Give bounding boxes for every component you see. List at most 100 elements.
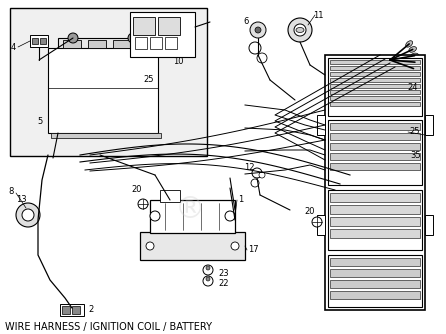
Bar [330, 205, 420, 214]
Text: 10: 10 [173, 57, 183, 66]
Bar [130, 12, 195, 57]
Circle shape [68, 33, 78, 43]
Bar [113, 40, 131, 48]
Bar [10, 8, 207, 156]
Circle shape [146, 242, 154, 250]
Bar [150, 37, 162, 49]
Bar [330, 269, 420, 277]
Circle shape [16, 203, 40, 227]
Bar [330, 193, 420, 202]
Bar [325, 55, 425, 310]
Bar [330, 78, 420, 82]
Bar [330, 84, 420, 88]
Circle shape [255, 27, 261, 33]
Bar [317, 215, 325, 235]
Bar [135, 37, 147, 49]
Circle shape [206, 266, 210, 270]
Text: 8: 8 [8, 187, 13, 196]
Bar [160, 190, 180, 202]
Bar [48, 48, 158, 133]
Bar [30, 35, 48, 47]
Text: 17: 17 [248, 245, 259, 255]
Bar [425, 115, 433, 135]
Bar [150, 200, 235, 233]
Bar [330, 96, 420, 100]
Text: 20: 20 [304, 207, 314, 216]
Text: 20: 20 [131, 185, 141, 194]
Circle shape [294, 24, 306, 36]
Circle shape [250, 22, 266, 38]
Bar [58, 38, 168, 50]
Circle shape [203, 276, 213, 286]
Circle shape [22, 209, 34, 221]
Circle shape [249, 42, 261, 54]
Circle shape [251, 179, 259, 187]
Text: 6: 6 [243, 17, 248, 26]
Bar [330, 217, 420, 226]
Bar [328, 255, 422, 307]
Text: 24: 24 [407, 84, 417, 93]
Bar [140, 232, 245, 260]
Bar [330, 72, 420, 76]
Bar [60, 304, 84, 316]
Bar [63, 40, 81, 48]
Bar [330, 258, 420, 266]
Bar [158, 17, 180, 35]
Text: WIRE HARNESS / IGNITION COIL / BATTERY: WIRE HARNESS / IGNITION COIL / BATTERY [5, 322, 212, 332]
Text: 11: 11 [313, 10, 323, 19]
Circle shape [252, 168, 262, 178]
Circle shape [225, 211, 235, 221]
Circle shape [203, 265, 213, 275]
Ellipse shape [409, 66, 417, 71]
Text: ®: ® [175, 195, 205, 224]
Text: 35: 35 [410, 151, 421, 160]
Circle shape [150, 211, 160, 221]
Text: 12: 12 [244, 164, 255, 172]
Bar [330, 60, 420, 64]
Bar [330, 291, 420, 299]
Bar [330, 133, 420, 140]
Circle shape [259, 172, 265, 178]
Bar [40, 38, 46, 44]
Bar [72, 306, 80, 314]
Bar [330, 229, 420, 238]
Text: 25: 25 [143, 75, 153, 85]
Ellipse shape [406, 41, 413, 47]
Bar [317, 115, 325, 135]
Text: 5: 5 [37, 118, 42, 127]
Bar [88, 40, 106, 48]
Circle shape [257, 53, 267, 63]
Circle shape [206, 277, 210, 281]
Text: 13: 13 [16, 195, 27, 204]
Bar [32, 38, 38, 44]
Bar [330, 163, 420, 170]
Bar [330, 280, 420, 288]
Bar [51, 133, 161, 138]
Circle shape [128, 33, 138, 43]
Bar [330, 102, 420, 106]
Bar [328, 190, 422, 250]
Bar [133, 17, 155, 35]
Bar [328, 58, 422, 116]
Circle shape [231, 242, 239, 250]
Bar [330, 66, 420, 70]
Text: 25: 25 [409, 128, 420, 137]
Ellipse shape [411, 53, 419, 58]
Circle shape [138, 199, 148, 209]
Circle shape [312, 217, 322, 227]
Text: 4: 4 [11, 42, 16, 51]
Text: 1: 1 [238, 195, 243, 204]
Ellipse shape [296, 27, 304, 32]
Bar [330, 123, 420, 130]
Bar [62, 306, 70, 314]
Bar [328, 120, 422, 185]
Text: 23: 23 [218, 270, 229, 279]
Circle shape [288, 18, 312, 42]
Ellipse shape [409, 47, 417, 52]
Bar [330, 143, 420, 150]
Bar [330, 153, 420, 160]
Text: 2: 2 [88, 306, 93, 315]
Text: 22: 22 [218, 279, 228, 288]
Bar [425, 215, 433, 235]
Bar [165, 37, 177, 49]
